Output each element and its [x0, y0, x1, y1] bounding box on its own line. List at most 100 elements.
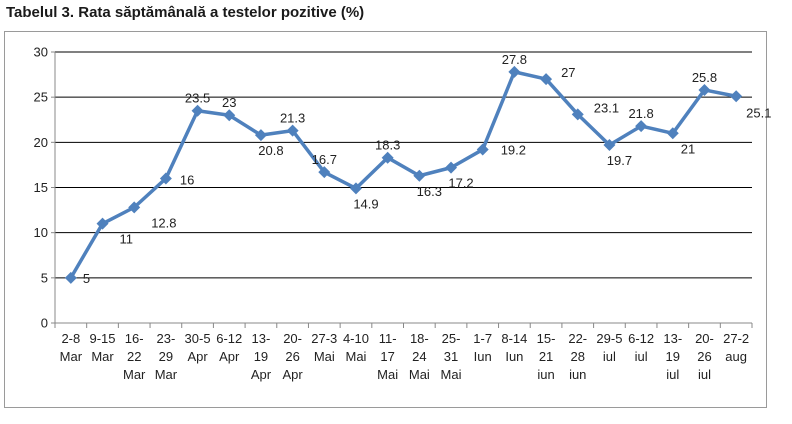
x-tick-label: 19 [254, 349, 268, 364]
x-tick-label: 30-5 [185, 331, 211, 346]
x-tick-label: Apr [251, 367, 272, 382]
x-tick-label: 22 [127, 349, 141, 364]
x-tick-label: 23- [156, 331, 175, 346]
x-tick-label: iul [698, 367, 711, 382]
data-label: 16 [180, 172, 194, 187]
x-tick-label: Mar [155, 367, 178, 382]
x-tick-label: Mar [91, 349, 114, 364]
data-label: 17.2 [448, 176, 473, 191]
data-label: 23 [222, 95, 236, 110]
data-point-marker [159, 172, 172, 185]
series-group [64, 65, 743, 284]
y-tick-label: 10 [34, 225, 48, 240]
data-point-marker [445, 161, 458, 174]
x-tick-label: 20- [283, 331, 302, 346]
data-point-marker [96, 217, 109, 230]
data-label: 12.8 [151, 215, 176, 230]
x-tick-label: 11- [379, 331, 397, 346]
x-tick-label: 8-14 [501, 331, 527, 346]
x-tick-label: Mar [123, 367, 146, 382]
series-line [69, 70, 738, 280]
data-point-marker [730, 90, 743, 103]
data-point-marker [191, 104, 204, 117]
x-tick-label: iul [603, 349, 616, 364]
data-point-marker [635, 120, 648, 133]
data-label: 21.8 [628, 106, 653, 121]
data-point-marker [698, 83, 711, 96]
x-tick-label: 13- [663, 331, 682, 346]
data-point-marker [286, 124, 299, 137]
x-axis: 2-8 Mar 9-15 Mar 16- 22 Mar 23- 29 Mar 30-5 Apr 6-12… [54, 322, 753, 382]
x-tick-label: 29 [159, 349, 173, 364]
y-tick-label: 20 [34, 135, 48, 150]
y-tick-label: 15 [34, 180, 48, 195]
x-tick-label: Iun [474, 349, 492, 364]
data-label: 25.1 [746, 105, 771, 120]
x-tick-label: Mai [346, 349, 367, 364]
data-label: 19.2 [501, 143, 526, 158]
data-point-marker [508, 65, 521, 78]
data-point-marker [223, 109, 236, 122]
chart-title: Tabelul 3. Rata săptămânală a testelor p… [6, 4, 365, 21]
x-tick-label: 15- [537, 331, 556, 346]
x-tick-label: iun [569, 367, 586, 382]
gridlines [55, 51, 752, 279]
x-tick-label: Mar [60, 349, 83, 364]
x-tick-label: 21 [539, 349, 553, 364]
data-point-marker [540, 73, 553, 86]
x-tick-label: Mai [409, 367, 430, 382]
x-tick-label: 28 [571, 349, 585, 364]
x-tick-label: Apr [282, 367, 303, 382]
chart-frame [4, 31, 767, 408]
data-label: 19.7 [607, 153, 632, 168]
data-point-marker [64, 271, 77, 284]
x-tick-label: 31 [444, 349, 458, 364]
x-tick-label: 26 [285, 349, 299, 364]
x-tick-label: 27-3 [311, 331, 337, 346]
x-tick-label: 25- [442, 331, 461, 346]
data-label: 11 [120, 232, 134, 247]
data-point-marker [128, 201, 141, 214]
x-tick-label: 16- [125, 331, 144, 346]
x-tick-label: 22- [568, 331, 587, 346]
x-tick-label: 18- [410, 331, 429, 346]
y-tick-label: 0 [41, 316, 48, 331]
data-label: 21.3 [280, 111, 305, 126]
data-label: 25.8 [692, 70, 717, 85]
data-label: 18.3 [375, 138, 400, 153]
y-tick-label: 30 [34, 45, 48, 60]
data-point-marker [603, 139, 616, 152]
data-labels: 5 11 12.8 16 23.5 23 20.8 21.3 16.7 14.9 18.3 16.3 1… [83, 52, 772, 286]
data-label: 21 [681, 141, 695, 156]
data-point-marker [349, 182, 362, 195]
x-tick-label: 29-5 [596, 331, 622, 346]
x-tick-label: 9-15 [90, 331, 116, 346]
x-tick-label: 24 [412, 349, 426, 364]
data-label: 23.1 [594, 100, 619, 115]
x-tick-label: 6-12 [216, 331, 242, 346]
data-label: 27 [561, 65, 575, 80]
data-point-marker [571, 108, 584, 121]
x-tick-label: 4-10 [343, 331, 369, 346]
x-tick-label: 27-2 [723, 331, 749, 346]
data-label: 16.7 [312, 152, 337, 167]
data-point-marker [666, 127, 679, 140]
data-point-marker [476, 143, 489, 156]
x-tick-label: iun [537, 367, 554, 382]
x-tick-label: 13- [252, 331, 271, 346]
y-tick-label: 25 [34, 90, 48, 105]
y-axis: 0 5 10 15 20 25 30 [34, 45, 56, 331]
x-tick-label: 6-12 [628, 331, 654, 346]
x-tick-label: 26 [697, 349, 711, 364]
data-label: 5 [83, 271, 90, 286]
data-label: 23.5 [185, 91, 210, 106]
x-tick-label: Apr [219, 349, 240, 364]
x-tick-label: Mai [377, 367, 398, 382]
x-tick-label: 19 [666, 349, 680, 364]
x-tick-label: Mai [441, 367, 462, 382]
data-point-marker [254, 129, 267, 142]
data-label: 20.8 [258, 143, 283, 158]
x-tick-label: iul [666, 367, 679, 382]
data-point-marker [318, 166, 331, 179]
